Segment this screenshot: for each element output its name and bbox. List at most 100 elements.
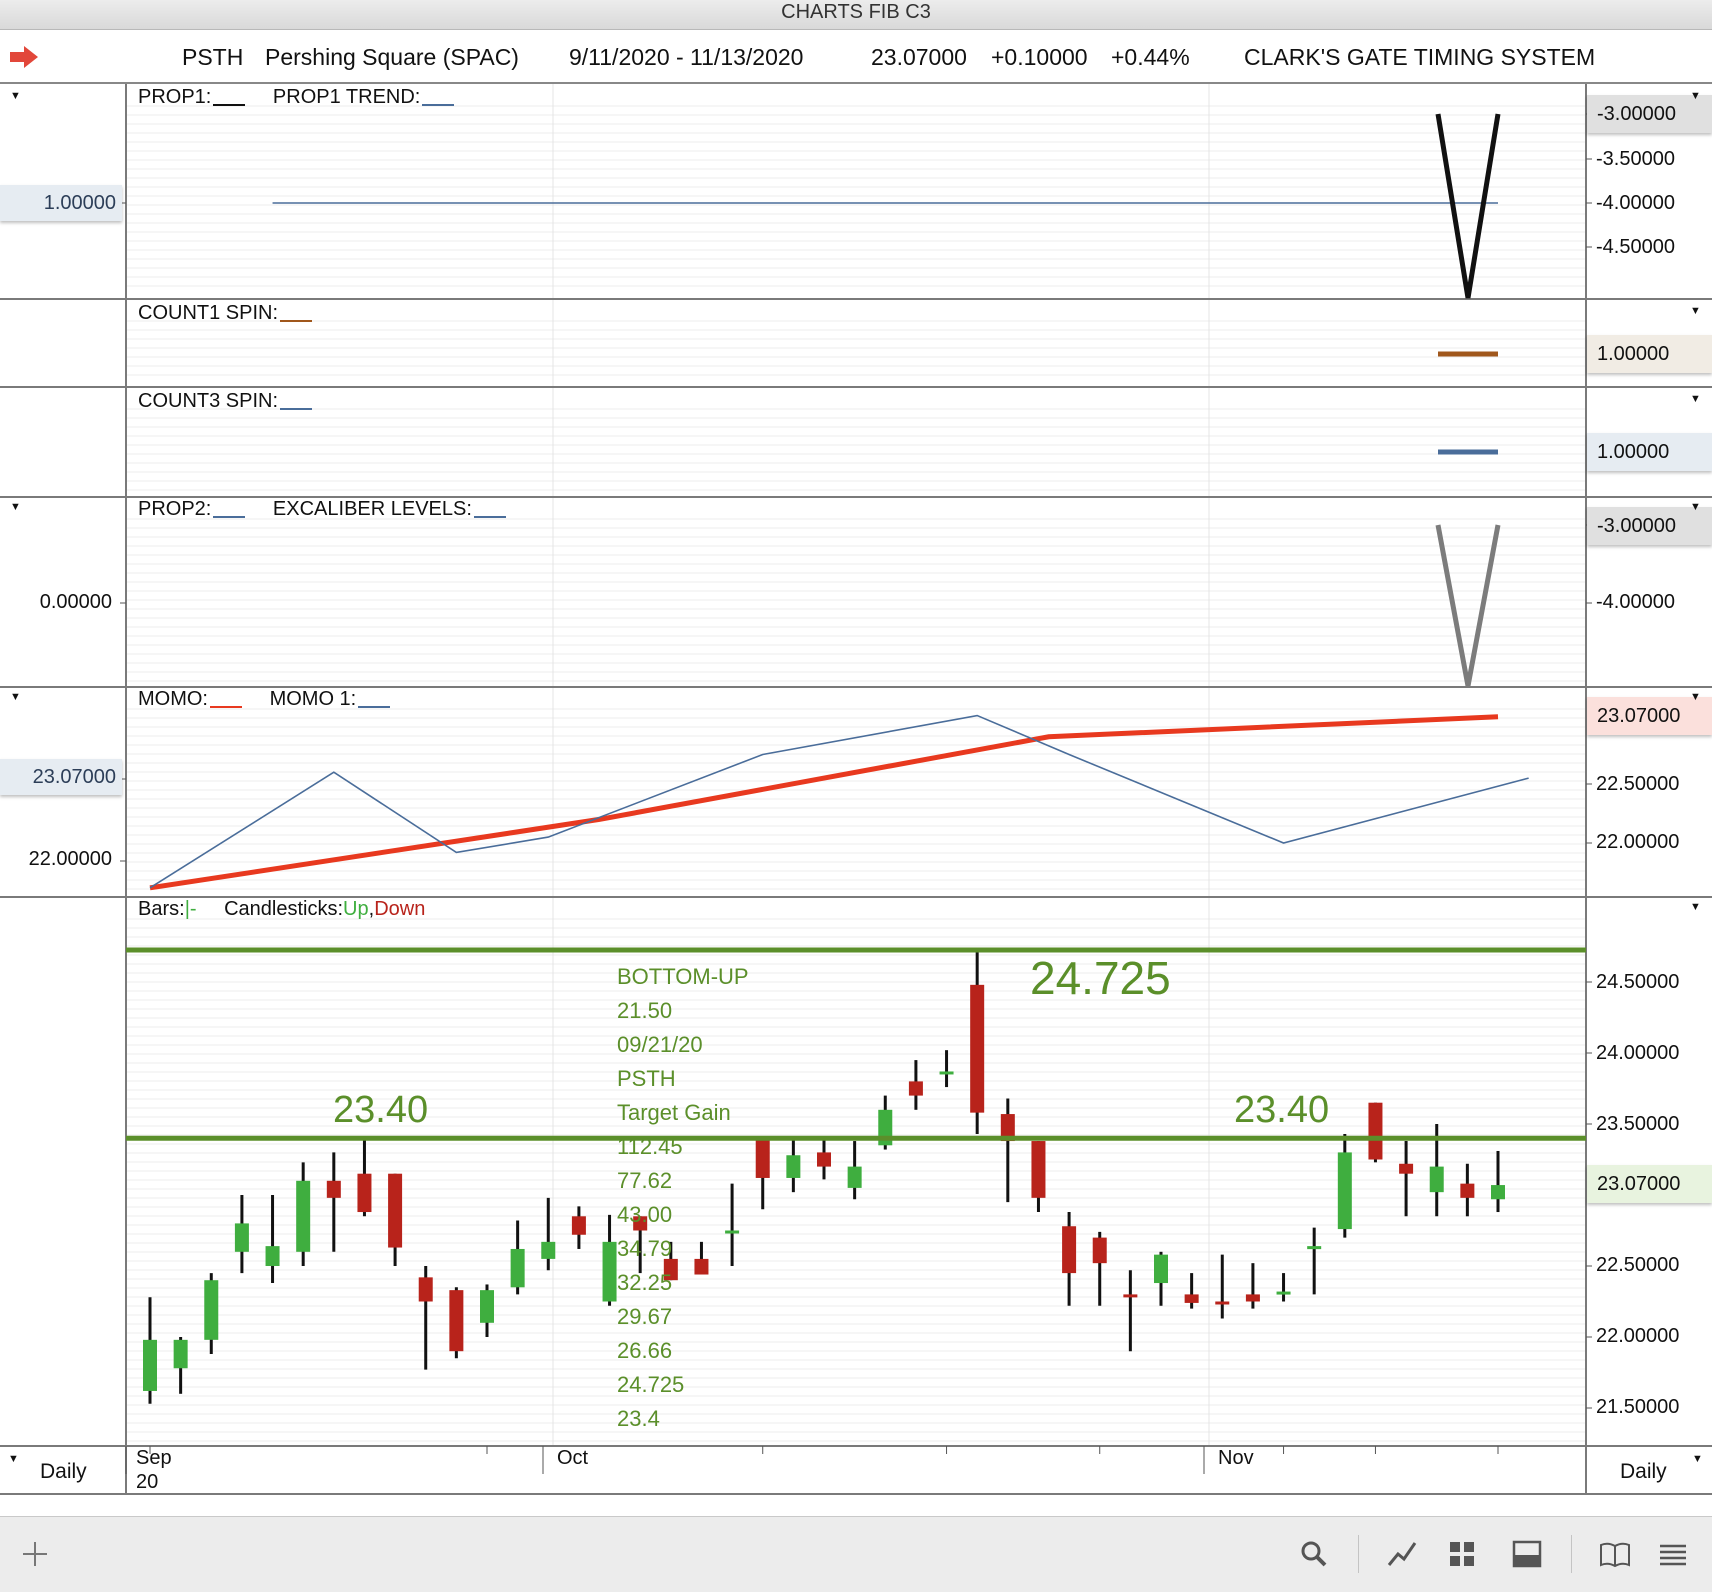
- panel-menu-icon[interactable]: ▼: [1690, 901, 1701, 913]
- line-chart-icon[interactable]: [1385, 1537, 1419, 1571]
- fib-target-item: 09/21/20: [617, 1032, 703, 1057]
- prop1-right-badge: -3.00000: [1587, 95, 1712, 133]
- x-label-sep: Sep: [136, 1447, 172, 1469]
- price-change: +0.10000: [991, 44, 1088, 70]
- period-menu-icon[interactable]: ▼: [1692, 1453, 1703, 1465]
- fib-target-item: 23.4: [617, 1406, 660, 1431]
- candle-up: [234, 1223, 249, 1252]
- momo-left-badge: 23.07000: [0, 759, 122, 795]
- bars-symbol: |-: [184, 898, 197, 920]
- toolbar-divider: [1571, 1535, 1572, 1573]
- period-left[interactable]: Daily: [40, 1460, 87, 1483]
- candle-down: [571, 1216, 586, 1235]
- count1-title: COUNT1 SPIN:: [138, 302, 313, 325]
- price-last-badge: 23.07000: [1587, 1165, 1712, 1203]
- arrow-right-icon[interactable]: [10, 46, 38, 68]
- search-icon[interactable]: [1297, 1537, 1331, 1571]
- panel-layout-icon[interactable]: [1510, 1537, 1544, 1571]
- right-level-label: 23.40: [1234, 1089, 1330, 1131]
- candle-down: [1062, 1226, 1077, 1274]
- panel-menu-icon[interactable]: ▼: [10, 90, 21, 102]
- count1-label: COUNT1 SPIN:: [138, 302, 279, 324]
- panel-menu-icon[interactable]: ▼: [1690, 501, 1701, 513]
- x-label-oct: Oct: [557, 1447, 589, 1469]
- candle-up: [296, 1180, 311, 1252]
- candle-down: [418, 1277, 433, 1302]
- candle-down: [663, 1258, 678, 1281]
- candle-down: [1215, 1301, 1230, 1305]
- date-range: 9/11/2020 - 11/13/2020: [569, 44, 804, 70]
- symbol-header: PSTH Pershing Square (SPAC) 9/11/2020 - …: [0, 30, 1712, 84]
- candle-down: [357, 1173, 372, 1213]
- fib-target-item: PSTH: [617, 1066, 676, 1091]
- fib-target-item: 32.25: [617, 1270, 673, 1295]
- candle-up: [939, 1071, 954, 1075]
- toolbar-divider: [1358, 1535, 1359, 1573]
- top-level-label: 24.725: [1030, 952, 1171, 1004]
- candle-down: [1000, 1114, 1015, 1142]
- candle-down: [1092, 1237, 1107, 1264]
- excaliber-label: EXCALIBER LEVELS:: [272, 498, 472, 520]
- prop1-v-line: [1435, 113, 1501, 299]
- panel-menu-icon[interactable]: ▼: [1690, 90, 1701, 102]
- symbol-name: Pershing Square (SPAC): [265, 44, 519, 70]
- candle-up: [725, 1230, 740, 1234]
- fib-target-item: 34.79: [617, 1236, 673, 1261]
- candle-down: [1031, 1141, 1046, 1198]
- add-icon[interactable]: [18, 1537, 52, 1571]
- fib-target-item: 77.62: [617, 1168, 673, 1193]
- system-name: CLARK'S GATE TIMING SYSTEM: [1244, 44, 1596, 70]
- last-price: 23.07000: [871, 44, 967, 70]
- prop2-left-value: 0.00000: [39, 591, 112, 613]
- fib-target-item: BOTTOM-UP: [617, 964, 749, 989]
- panel-menu-icon[interactable]: ▼: [10, 691, 21, 703]
- book-icon[interactable]: [1598, 1537, 1632, 1571]
- candle-down: [755, 1138, 770, 1178]
- panel-menu-icon[interactable]: ▼: [10, 501, 21, 513]
- price-axis-label: 21.50000: [1596, 1396, 1680, 1418]
- prop1-axis-label: -4.50000: [1596, 236, 1675, 258]
- momo-line: [149, 714, 1499, 891]
- x-label-nov: Nov: [1218, 1447, 1254, 1469]
- prop1-axis-label: -3.50000: [1596, 148, 1675, 170]
- candle-down: [970, 984, 985, 1113]
- candle-up: [480, 1290, 494, 1323]
- symbol: PSTH: [182, 44, 244, 70]
- price-axis-label: 24.50000: [1596, 971, 1680, 993]
- price-axis-label: 23.50000: [1596, 1113, 1680, 1135]
- momo1-label: MOMO 1:: [269, 688, 357, 710]
- price-axis-label: 24.00000: [1596, 1042, 1680, 1064]
- price-axis-label: 22.50000: [1596, 1254, 1680, 1276]
- down-label: Down: [374, 898, 426, 920]
- count3-swatch: [280, 408, 313, 410]
- left-level-label: 23.40: [333, 1089, 429, 1131]
- chart-area[interactable]: [0, 84, 1712, 1516]
- panel-menu-icon[interactable]: ▼: [1690, 305, 1701, 317]
- prop2-axis-label: -4.00000: [1596, 591, 1675, 613]
- fib-target-item: 26.66: [617, 1338, 673, 1363]
- fib-target-item: 29.67: [617, 1304, 673, 1329]
- candle-up: [1491, 1185, 1505, 1200]
- period-menu-icon[interactable]: ▼: [8, 1453, 19, 1465]
- momo1-swatch: [358, 706, 391, 708]
- prop2-v-line: [1435, 524, 1501, 687]
- candle-up: [786, 1155, 801, 1178]
- count3-right-badge: 1.00000: [1587, 433, 1712, 471]
- candle-up: [541, 1241, 556, 1259]
- candles-label: Candlesticks:: [224, 898, 344, 920]
- grid-icon[interactable]: [1445, 1537, 1479, 1571]
- candle-down: [694, 1258, 709, 1275]
- prop1-swatch: [213, 104, 246, 106]
- candle-down: [1123, 1294, 1138, 1298]
- panel-menu-icon[interactable]: ▼: [1690, 691, 1701, 703]
- menu-icon[interactable]: [1656, 1537, 1690, 1571]
- panel-menu-icon[interactable]: ▼: [1690, 393, 1701, 405]
- price-change-pct: +0.44%: [1111, 44, 1190, 70]
- candle-up: [510, 1248, 525, 1288]
- prop2-title: PROP2: EXCALIBER LEVELS:: [138, 498, 506, 521]
- prop2-right-badge: -3.00000: [1587, 507, 1712, 545]
- period-right[interactable]: Daily: [1620, 1460, 1667, 1483]
- momo-axis-label: 22.00000: [1596, 831, 1680, 853]
- candle-down: [817, 1152, 831, 1167]
